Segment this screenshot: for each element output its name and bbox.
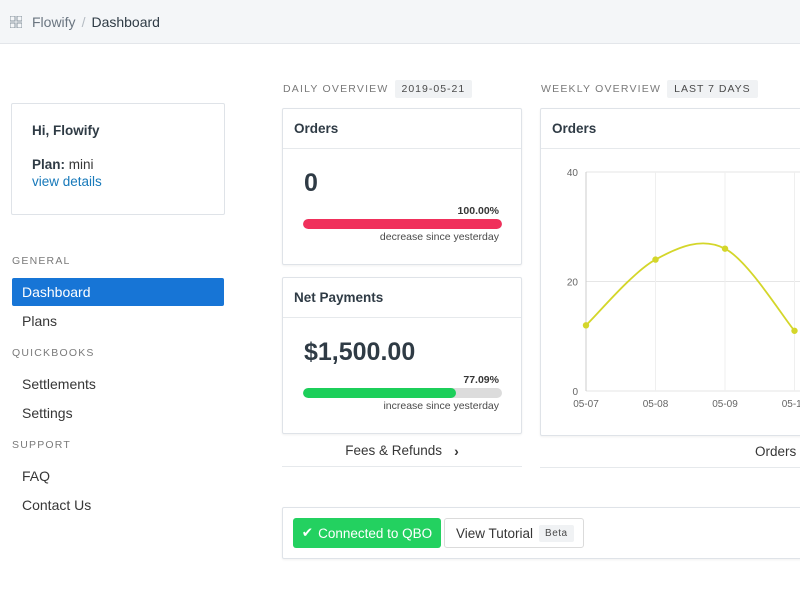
weekly-orders-link-label: Orders bbox=[755, 444, 797, 459]
net-payments-card-title: Net Payments bbox=[283, 278, 521, 318]
orders-card-title: Orders bbox=[283, 109, 521, 149]
sidebar-item-contact-us[interactable]: Contact Us bbox=[22, 497, 92, 513]
net-payments-progress-bar bbox=[303, 388, 502, 398]
greeting: Hi, Flowify bbox=[32, 123, 100, 138]
weekly-overview-label: Weekly Overview bbox=[541, 83, 662, 95]
x-tick-label: 05-08 bbox=[643, 399, 669, 410]
menu-label-general: General bbox=[12, 255, 71, 267]
breadcrumb-current-page: Dashboard bbox=[91, 13, 160, 30]
net-payments-card: Net Payments $1,500.00 77.09% increase s… bbox=[282, 277, 522, 434]
plan-value: mini bbox=[68, 157, 94, 172]
y-tick-label: 0 bbox=[572, 387, 578, 398]
sidebar-item-settings[interactable]: Settings bbox=[22, 405, 73, 421]
breadcrumb-app[interactable]: Flowify bbox=[32, 13, 76, 30]
weekly-orders-link[interactable]: Orders bbox=[540, 436, 800, 468]
weekly-orders-card: Orders 0 20 40 05-07 05-08 05-09 05-10 bbox=[540, 108, 800, 436]
connected-to-qbo-label: Connected to QBO bbox=[318, 525, 433, 541]
y-tick-label: 20 bbox=[567, 278, 579, 289]
orders-progress-bar bbox=[303, 219, 502, 229]
x-tick-label: 05-09 bbox=[712, 399, 738, 410]
data-point bbox=[791, 327, 798, 334]
weekly-overview-range: Last 7 Days bbox=[667, 80, 758, 98]
breadcrumb-separator: / bbox=[81, 13, 86, 30]
account-summary: Hi, Flowify Plan: mini view details bbox=[11, 103, 225, 215]
net-payments-value: $1,500.00 bbox=[304, 338, 416, 366]
fees-refunds-label: Fees & Refunds bbox=[345, 443, 443, 458]
daily-overview-label: Daily Overview bbox=[283, 83, 389, 95]
plan-label: Plan: bbox=[32, 157, 66, 172]
fees-refunds-link[interactable]: Fees & Refunds › bbox=[282, 435, 522, 467]
data-point bbox=[721, 245, 729, 252]
view-tutorial-label: View Tutorial bbox=[456, 525, 534, 541]
series-line bbox=[585, 242, 796, 332]
apps-icon[interactable] bbox=[10, 15, 22, 28]
net-payments-caption: increase since yesterday bbox=[383, 400, 499, 412]
orders-card: Orders 0 100.00% decrease since yesterda… bbox=[282, 108, 522, 265]
view-details-link[interactable]: view details bbox=[32, 174, 102, 189]
sidebar-item-plans[interactable]: Plans bbox=[22, 313, 58, 329]
sidebar-item-settlements[interactable]: Settlements bbox=[22, 376, 96, 392]
net-payments-progress-fill bbox=[303, 388, 457, 398]
chevron-right-icon: › bbox=[454, 442, 459, 459]
orders-percent: 100.00% bbox=[457, 205, 499, 217]
sidebar-item-faq[interactable]: FAQ bbox=[22, 468, 51, 484]
check-icon: ✔ bbox=[301, 525, 314, 540]
orders-progress-fill bbox=[303, 219, 502, 229]
x-tick-label: 05-10 bbox=[782, 399, 800, 410]
sidebar-item-dashboard[interactable]: Dashboard bbox=[12, 278, 224, 306]
qbo-action-panel: ✔ Connected to QBO View Tutorial Beta bbox=[282, 507, 800, 559]
beta-badge: Beta bbox=[539, 524, 574, 542]
weekly-orders-chart: 0 20 40 05-07 05-08 05-09 05-10 bbox=[567, 168, 800, 410]
weekly-overview-header: Weekly Overview Last 7 Days bbox=[541, 80, 758, 98]
plan-info: Plan: mini bbox=[32, 157, 204, 172]
view-tutorial-button[interactable]: View Tutorial Beta bbox=[444, 518, 584, 548]
daily-overview-date: 2019-05-21 bbox=[394, 80, 473, 98]
orders-value: 0 bbox=[304, 169, 318, 197]
daily-overview-header: Daily Overview 2019-05-21 bbox=[283, 80, 473, 98]
menu-label-support: Support bbox=[12, 439, 71, 451]
orders-caption: decrease since yesterday bbox=[379, 231, 499, 243]
top-bar: Flowify / Dashboard bbox=[0, 0, 800, 44]
net-payments-percent: 77.09% bbox=[463, 374, 499, 386]
data-point bbox=[652, 256, 659, 263]
data-point bbox=[582, 322, 590, 329]
x-tick-label: 05-07 bbox=[573, 399, 599, 410]
connected-to-qbo-button[interactable]: ✔ Connected to QBO bbox=[293, 518, 441, 548]
y-tick-label: 40 bbox=[567, 168, 579, 179]
weekly-orders-card-title: Orders bbox=[541, 109, 800, 149]
menu-label-quickbooks: Quickbooks bbox=[12, 347, 95, 359]
